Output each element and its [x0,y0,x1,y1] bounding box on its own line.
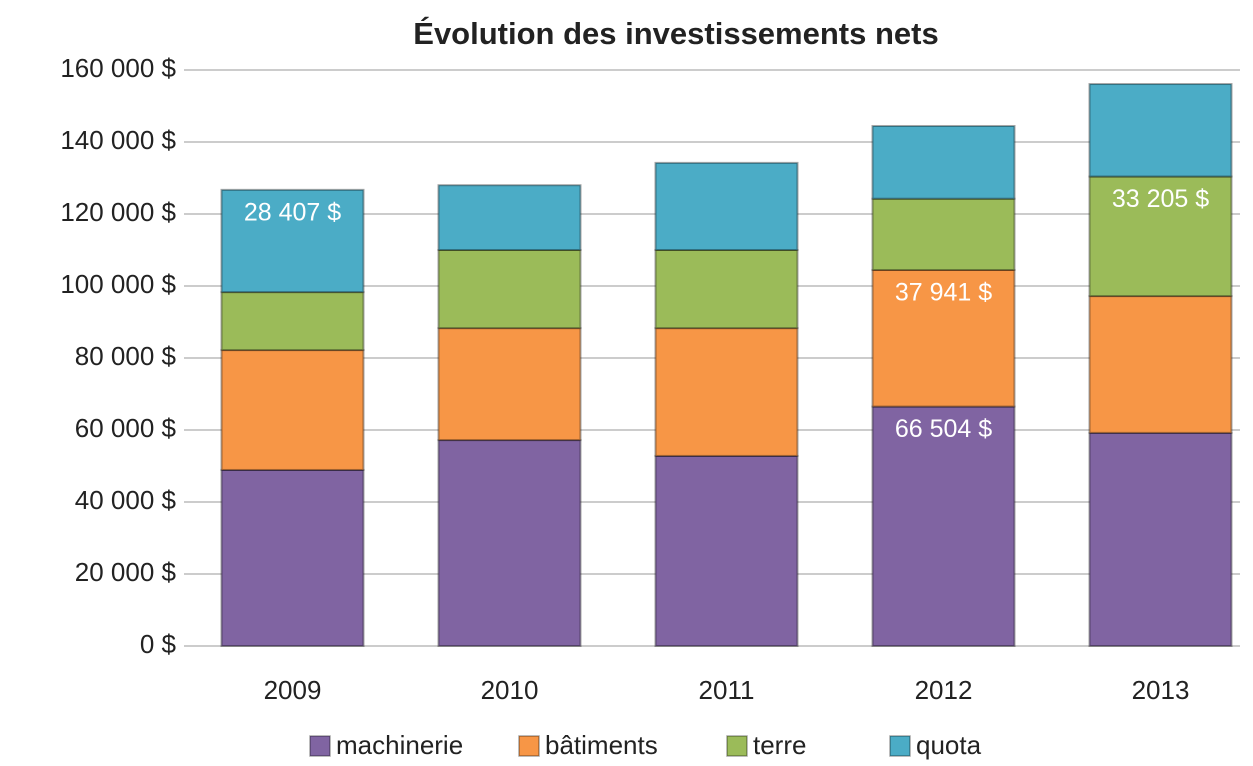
y-tick-label: 80 000 $ [75,341,177,371]
y-tick-label: 60 000 $ [75,413,177,443]
bar-segment [654,454,799,648]
bar-segment [437,439,582,647]
chart-title: Évolution des investissements nets [413,16,938,51]
data-label: 28 407 $ [244,198,341,226]
bar-segment [871,124,1016,200]
bar-segment [437,184,582,251]
data-label: 33 205 $ [1112,185,1209,213]
bar-segment [1088,431,1233,647]
legend-swatch [309,735,331,757]
legend-label: machinerie [336,730,463,760]
legend-label: bâtiments [545,730,658,760]
bar-segment [437,327,582,442]
bar-segment [220,291,365,352]
legend-swatch [518,735,540,757]
y-tick-label: 40 000 $ [75,485,177,515]
bar-segment [220,188,365,294]
legend-label: quota [916,730,982,760]
bar-segment [220,468,365,647]
bar-segment [1088,175,1233,298]
bar-segment [871,405,1016,647]
x-tick-label: 2009 [264,675,322,705]
bar-segment [654,161,799,252]
bar-segment [654,327,799,457]
bar-segment [1088,83,1233,178]
legend-label: terre [753,730,806,760]
legend-swatch [726,735,748,757]
bar-segment [1088,295,1233,434]
data-label: 37 941 $ [895,279,992,307]
y-tick-label: 140 000 $ [60,125,176,155]
x-tick-label: 2010 [481,675,539,705]
y-tick-label: 120 000 $ [60,197,176,227]
bar-segment [871,268,1016,408]
data-label: 66 504 $ [895,415,992,443]
legend-swatch [889,735,911,757]
bar-segment [654,249,799,330]
x-tick-label: 2012 [915,675,973,705]
bar-segment [871,197,1016,271]
y-tick-label: 20 000 $ [75,557,177,587]
x-tick-label: 2011 [699,675,755,705]
y-tick-label: 160 000 $ [60,53,176,83]
y-tick-label: 0 $ [140,629,177,659]
x-tick-label: 2013 [1132,675,1190,705]
bar-segment [437,249,582,330]
y-tick-label: 100 000 $ [60,269,176,299]
bar-segment [220,349,365,471]
